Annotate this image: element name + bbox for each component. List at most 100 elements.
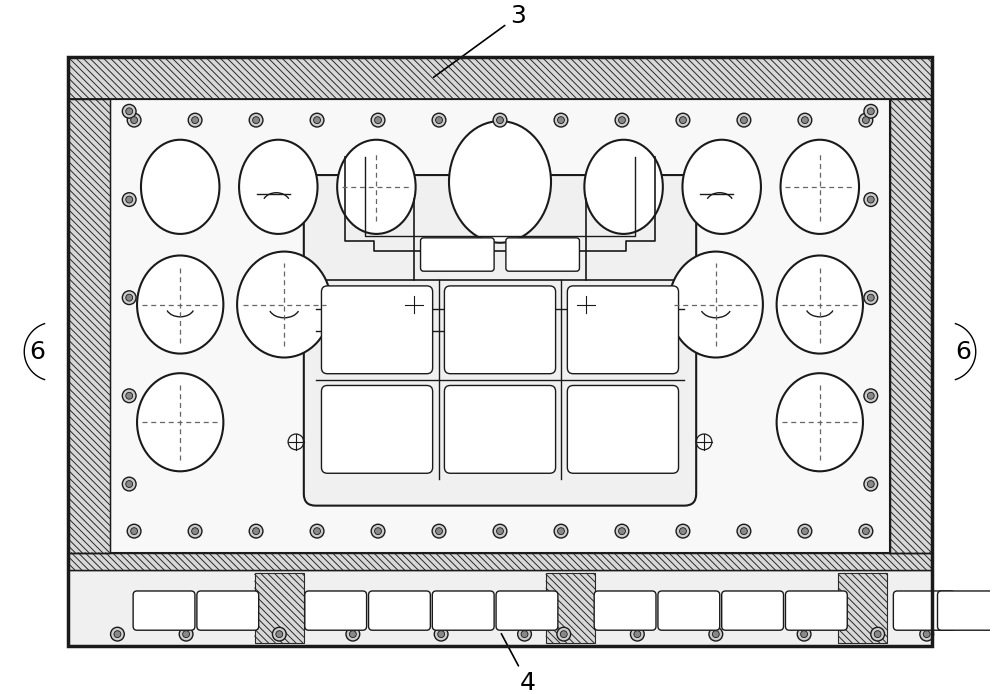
Circle shape	[179, 627, 193, 641]
Circle shape	[432, 113, 446, 127]
Circle shape	[493, 524, 507, 538]
Bar	[890, 99, 932, 552]
Circle shape	[436, 527, 442, 534]
Circle shape	[249, 524, 263, 538]
Circle shape	[867, 294, 874, 301]
Circle shape	[272, 627, 286, 641]
Ellipse shape	[337, 139, 416, 234]
Circle shape	[253, 527, 260, 534]
Circle shape	[737, 524, 751, 538]
Circle shape	[438, 631, 445, 638]
Ellipse shape	[682, 139, 761, 234]
Circle shape	[122, 477, 136, 491]
Ellipse shape	[777, 373, 863, 471]
Circle shape	[859, 113, 873, 127]
Circle shape	[712, 631, 719, 638]
FancyBboxPatch shape	[893, 591, 955, 630]
FancyBboxPatch shape	[658, 591, 720, 630]
FancyBboxPatch shape	[722, 591, 783, 630]
FancyBboxPatch shape	[496, 591, 558, 630]
Circle shape	[740, 527, 747, 534]
Circle shape	[619, 527, 625, 534]
Circle shape	[192, 527, 199, 534]
Circle shape	[867, 196, 874, 203]
Ellipse shape	[781, 139, 859, 234]
Circle shape	[518, 627, 531, 641]
Circle shape	[798, 113, 812, 127]
Circle shape	[122, 104, 136, 118]
Circle shape	[346, 627, 360, 641]
Circle shape	[630, 627, 644, 641]
Circle shape	[864, 389, 878, 403]
Circle shape	[497, 117, 503, 124]
Circle shape	[126, 294, 133, 301]
Circle shape	[375, 117, 381, 124]
FancyBboxPatch shape	[304, 175, 696, 506]
Circle shape	[131, 117, 138, 124]
FancyBboxPatch shape	[321, 286, 433, 373]
Bar	[255, 573, 304, 643]
Circle shape	[923, 631, 930, 638]
FancyBboxPatch shape	[594, 591, 656, 630]
Circle shape	[375, 527, 381, 534]
FancyBboxPatch shape	[369, 591, 430, 630]
FancyBboxPatch shape	[938, 591, 999, 630]
Ellipse shape	[449, 121, 551, 243]
Bar	[68, 552, 932, 570]
Ellipse shape	[239, 139, 318, 234]
Circle shape	[676, 113, 690, 127]
FancyBboxPatch shape	[506, 238, 579, 271]
Text: 6: 6	[29, 339, 45, 364]
Bar	[546, 573, 595, 643]
Circle shape	[619, 117, 625, 124]
Bar	[68, 58, 932, 99]
Circle shape	[797, 627, 811, 641]
Circle shape	[188, 524, 202, 538]
FancyBboxPatch shape	[567, 385, 679, 473]
Circle shape	[521, 631, 528, 638]
Circle shape	[864, 477, 878, 491]
Circle shape	[864, 104, 878, 118]
Circle shape	[554, 524, 568, 538]
Ellipse shape	[141, 139, 219, 234]
Circle shape	[558, 527, 564, 534]
Circle shape	[798, 524, 812, 538]
Circle shape	[497, 527, 503, 534]
Circle shape	[680, 117, 686, 124]
FancyBboxPatch shape	[567, 286, 679, 373]
Circle shape	[864, 193, 878, 206]
Circle shape	[558, 117, 564, 124]
Circle shape	[253, 117, 260, 124]
Circle shape	[740, 117, 747, 124]
Circle shape	[314, 117, 320, 124]
Circle shape	[126, 481, 133, 487]
Circle shape	[557, 627, 571, 641]
Circle shape	[867, 481, 874, 487]
Circle shape	[615, 524, 629, 538]
FancyBboxPatch shape	[197, 591, 259, 630]
Circle shape	[371, 524, 385, 538]
Text: 4: 4	[501, 634, 536, 694]
Circle shape	[709, 627, 723, 641]
Circle shape	[122, 291, 136, 305]
Circle shape	[122, 389, 136, 403]
Ellipse shape	[137, 373, 223, 471]
Circle shape	[874, 631, 881, 638]
Bar	[68, 58, 932, 646]
Circle shape	[192, 117, 199, 124]
Circle shape	[634, 631, 641, 638]
Circle shape	[864, 291, 878, 305]
FancyBboxPatch shape	[444, 385, 556, 473]
Circle shape	[436, 117, 442, 124]
Circle shape	[862, 527, 869, 534]
Circle shape	[615, 113, 629, 127]
Circle shape	[920, 627, 934, 641]
Circle shape	[126, 196, 133, 203]
Bar	[110, 99, 890, 552]
FancyBboxPatch shape	[321, 385, 433, 473]
Circle shape	[801, 527, 808, 534]
Circle shape	[560, 631, 567, 638]
Circle shape	[871, 627, 885, 641]
Circle shape	[310, 113, 324, 127]
Circle shape	[371, 113, 385, 127]
